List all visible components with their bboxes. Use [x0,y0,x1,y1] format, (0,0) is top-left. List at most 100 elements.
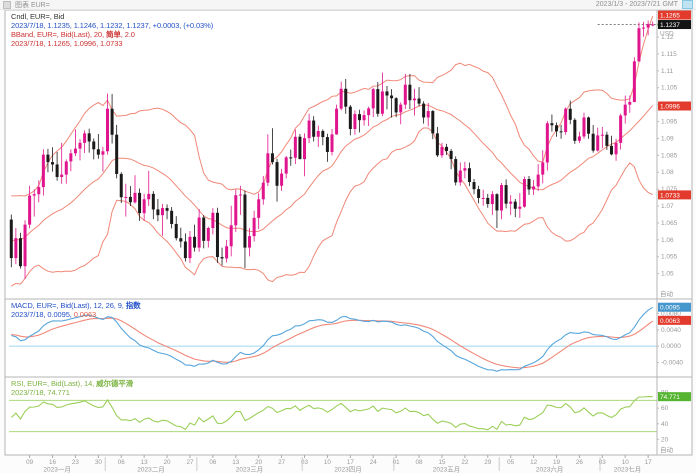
candle-body [335,108,339,135]
candle-body [106,108,110,152]
bollinger-upper-line [11,16,654,197]
candle-body [431,111,435,134]
x-axis-day-label: 12 [530,459,538,466]
candle-body [325,137,329,152]
candle-body [179,238,183,242]
macd-line [11,306,653,372]
candle-body [481,197,485,199]
candle-body [591,133,595,151]
price-axis-tick: 1.075 [661,186,678,193]
x-axis-day-label: 17 [645,459,653,466]
candle-body [252,217,256,237]
topbar: 图表 EUR= 2023/1/3 - 2023/7/21 GMT [0,0,696,10]
chart-background[interactable] [5,10,692,455]
candle-body [486,197,490,205]
x-axis-day-label: 20 [255,459,263,466]
candle-body [367,108,371,116]
candle-body [238,194,242,196]
x-axis-day-label: 03 [599,459,607,466]
candle-body [78,142,82,149]
candle-body [651,24,655,26]
candle-body [83,133,87,143]
candle-body [9,219,13,259]
candle-body [128,196,132,203]
candle-body [449,150,453,160]
candle-body [174,223,178,239]
candle-body [197,217,201,248]
macd-axis-tick: 0.0040 [661,327,681,334]
candle-body [344,88,348,107]
candle-body [500,185,504,211]
rsi-axis-tick: 40 [661,421,669,428]
price-axis-tick: 1.11 [661,68,674,75]
candle-body [559,131,563,133]
candle-body [147,193,151,200]
x-axis-month-label: 2023七月 [614,465,641,473]
price-axis-badge [658,101,691,111]
bollinger-lower-line [11,127,653,287]
candle-body [110,108,114,135]
candle-body [564,108,568,133]
header-accent-icon[interactable] [682,0,693,9]
candle-body [632,61,636,102]
candle-body [215,212,219,258]
candle-body [321,131,325,138]
candle-body [573,119,577,141]
candle-body [477,189,481,198]
candle-body [211,212,215,229]
candle-body [527,179,531,190]
price-scale-mode-label: 自动 [660,289,674,298]
x-axis-day-label: 13 [232,459,240,466]
candle-body [266,153,270,183]
macd-axis-badge-label: 0.0095 [660,305,680,312]
price-axis-badge-label: 1.1237 [660,22,680,29]
candle-body [463,168,467,171]
x-axis-month-label: 2023四月 [334,466,361,473]
x-axis-day-label: 24 [370,459,378,466]
rsi-axis-tick: 60 [661,405,669,412]
candle-body [225,246,229,259]
x-axis-day-label: 23 [72,459,80,466]
candle-body [376,89,380,114]
topbar-right: 2023/1/3 - 2023/7/21 GMT [596,0,693,9]
candle-body [609,145,613,155]
candle-body [160,208,164,216]
candle-body [133,192,137,203]
price-axis-tick: 1.07 [661,203,674,210]
candle-body [614,142,618,155]
candle-body [371,89,375,109]
candle-body [298,136,302,160]
candle-body [600,134,604,136]
candle-body [550,123,554,126]
macd-axis-badge [658,315,691,325]
candle-body [312,120,316,137]
candle-body [124,196,128,198]
candle-body [188,236,192,259]
candle-body [23,224,27,267]
x-axis-month-label: 2023六月 [536,465,563,473]
candle-body [394,98,398,113]
candle-body [193,236,197,248]
x-axis-day-label: 16 [49,459,57,466]
candle-body [220,257,224,259]
x-axis-month-label: 2023五月 [433,466,460,473]
x-axis-day-label: 13 [141,459,149,466]
candle-body [28,195,32,225]
candle-body [403,84,407,105]
candle-body [119,173,123,198]
price-axis-unit-label: USD [660,31,674,38]
candle-body [408,84,412,101]
candle-body [87,133,91,142]
candle-body [293,136,297,158]
candle-body [170,210,174,224]
candle-body [303,138,307,160]
candle-body [261,182,265,200]
candle-body [229,225,233,247]
candle-body [115,134,119,174]
candle-body [151,193,155,210]
candle-body [541,162,545,175]
candle-body [513,201,517,209]
candle-body [142,199,146,214]
macd-axis-badge-label: 0.0063 [660,318,680,325]
